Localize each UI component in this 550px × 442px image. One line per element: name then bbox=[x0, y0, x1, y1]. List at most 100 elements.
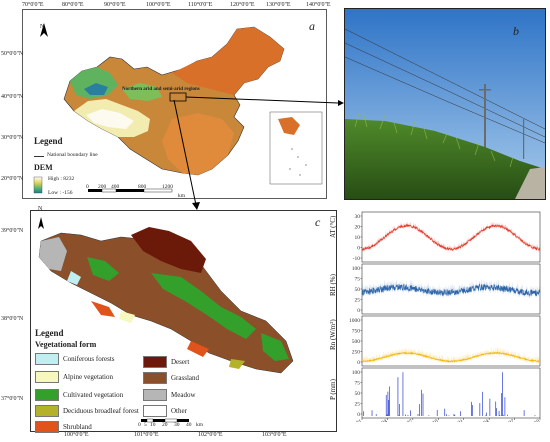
series-line-1 bbox=[361, 283, 541, 297]
panel-a-letter: a bbox=[309, 19, 315, 33]
legend-item-deciduous: Deciduous broadleaf forest bbox=[35, 405, 139, 417]
xtick-3: 2022-10 bbox=[420, 418, 439, 422]
timeseries-chart: 3020100-10100755025010007505002500100755… bbox=[344, 211, 541, 422]
lon-tick-c-3: 103°0'0"E bbox=[262, 432, 287, 438]
scale-a-0: 0 bbox=[86, 184, 89, 190]
lon-tick-a-4: 110°0'0"E bbox=[188, 2, 213, 8]
north-label-c: N bbox=[38, 206, 43, 212]
xtick-7: 2023-10 bbox=[522, 418, 541, 422]
scale-c-3: 20 bbox=[162, 422, 168, 428]
ytick-1-0: 100 bbox=[352, 266, 361, 272]
legend-item-alpine: Alpine vegetation bbox=[35, 371, 113, 383]
scale-c-2: 10 bbox=[150, 422, 156, 428]
china-dem-map bbox=[22, 9, 327, 199]
lat-tick-a-1: 40°0'0"N bbox=[1, 94, 24, 100]
dem-high: High : 8232 bbox=[48, 176, 75, 182]
scale-c-4: 30 bbox=[174, 422, 180, 428]
lon-tick-a-2: 90°0'0"E bbox=[104, 2, 126, 8]
scale-a-4: 1200 bbox=[162, 184, 173, 190]
panel-c-letter: c bbox=[315, 215, 321, 229]
north-arrow-a bbox=[40, 23, 48, 37]
ytick-1-3: 25 bbox=[355, 298, 361, 304]
scale-c-1: 5 bbox=[144, 422, 147, 428]
legend-item-other: Other bbox=[143, 405, 187, 417]
scale-a-2: 400 bbox=[111, 184, 120, 190]
scale-c-5: 40 bbox=[186, 422, 192, 428]
ytick-2-3: 250 bbox=[352, 350, 361, 356]
ylabel-p: P (mm) bbox=[329, 379, 337, 400]
lon-tick-a-6: 130°0'0"E bbox=[266, 2, 291, 8]
ytick-2-0: 1000 bbox=[349, 318, 360, 324]
panel-d-frame-3 bbox=[361, 367, 541, 419]
legend-item-cultivated: Cultivated vegetation bbox=[35, 389, 123, 401]
ytick-0-4: -10 bbox=[353, 256, 361, 262]
ytick-3-2: 50 bbox=[355, 391, 361, 397]
dem-low: Low : -156 bbox=[48, 190, 73, 196]
xtick-1: 2022-04 bbox=[370, 418, 389, 422]
legend-item-meadow: Meadow bbox=[143, 389, 196, 401]
panel-a bbox=[22, 9, 327, 199]
ytick-3-1: 75 bbox=[355, 381, 361, 387]
ylabel-rh: RH (%) bbox=[329, 274, 337, 296]
ytick-0-0: 30 bbox=[355, 214, 361, 220]
legend-item-shrubland: Shrubland bbox=[35, 421, 92, 433]
lon-tick-c-0: 100°0'0"E bbox=[64, 432, 89, 438]
lon-tick-a-5: 120°0'0"E bbox=[230, 2, 255, 8]
ytick-1-2: 50 bbox=[355, 287, 361, 293]
scale-a-1: 200 bbox=[98, 184, 107, 190]
boundary-legend-line bbox=[34, 156, 44, 157]
region-label: Northern arid and semi-arid regions bbox=[122, 87, 200, 92]
xtick-6: 2023-07 bbox=[497, 418, 516, 422]
panel-b-letter: b bbox=[513, 24, 519, 38]
lat-tick-a-3: 20°0'0"N bbox=[1, 176, 24, 182]
lat-tick-c-1: 38°0'0"N bbox=[1, 316, 24, 322]
scale-c-0: 0 bbox=[138, 422, 141, 428]
panel-d-frame-2 bbox=[361, 315, 541, 367]
lon-tick-a-3: 100°0'0"E bbox=[146, 2, 171, 8]
panel-c bbox=[30, 210, 337, 432]
ytick-2-1: 750 bbox=[352, 329, 361, 335]
lon-tick-a-7: 140°0'0"E bbox=[306, 2, 331, 8]
legend-item-grassland: Grassland bbox=[143, 372, 199, 384]
vegetation-map bbox=[38, 217, 294, 423]
series-line-2 bbox=[361, 351, 541, 363]
legend-item-desert: Desert bbox=[143, 356, 189, 368]
legend-title-a: Legend bbox=[34, 136, 63, 146]
north-label-a: N bbox=[40, 24, 45, 30]
panel-d-frame-0 bbox=[361, 211, 541, 263]
legend-sub-c: Vegetational form bbox=[35, 340, 97, 349]
ytick-2-2: 500 bbox=[352, 339, 361, 345]
ylabel-rn: Rn (W/m²) bbox=[329, 319, 337, 350]
dem-title: DEM bbox=[34, 163, 53, 172]
ytick-1-4: 0 bbox=[357, 308, 360, 314]
north-arrow-c bbox=[38, 217, 44, 229]
ytick-0-2: 10 bbox=[355, 235, 361, 241]
legend-title-c: Legend bbox=[35, 328, 64, 338]
ytick-3-0: 100 bbox=[352, 370, 361, 376]
ytick-1-1: 75 bbox=[355, 277, 361, 283]
panel-b-photo bbox=[344, 8, 546, 200]
xtick-5: 2023-04 bbox=[471, 418, 490, 422]
ytick-3-3: 25 bbox=[355, 402, 361, 408]
lat-tick-a-2: 30°0'0"N bbox=[1, 135, 24, 141]
ytick-0-3: 0 bbox=[357, 246, 360, 252]
xtick-4: 2023-01 bbox=[446, 418, 465, 422]
lat-tick-c-0: 39°0'0"N bbox=[1, 228, 24, 234]
boundary-label: National boundary line bbox=[47, 152, 98, 158]
scale-a-unit: km bbox=[178, 193, 186, 199]
ylabel-at: AT (°C) bbox=[329, 215, 337, 238]
lon-tick-c-2: 102°0'0"E bbox=[198, 432, 223, 438]
lon-tick-a-1: 80°0'0"E bbox=[62, 2, 84, 8]
ytick-0-1: 20 bbox=[355, 225, 361, 231]
scale-bar-a bbox=[88, 188, 173, 193]
scale-a-3: 800 bbox=[138, 184, 147, 190]
sd-band-2 bbox=[362, 346, 540, 364]
corn-field-photo bbox=[345, 9, 545, 199]
sd-band-1 bbox=[362, 278, 540, 299]
scale-c-unit: km bbox=[196, 422, 204, 428]
lat-tick-c-2: 37°0'0"N bbox=[1, 396, 24, 402]
legend-item-coniferous: Coniferous forests bbox=[35, 353, 115, 365]
series-line-0 bbox=[361, 223, 541, 252]
ytick-2-4: 0 bbox=[357, 360, 360, 366]
lon-tick-c-1: 101°0'0"E bbox=[134, 432, 159, 438]
